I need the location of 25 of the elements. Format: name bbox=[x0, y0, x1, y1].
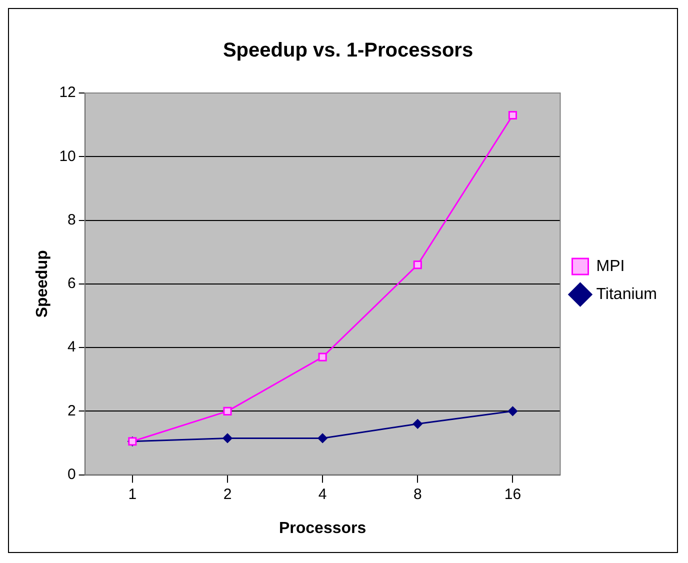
y-tick-label: 10 bbox=[59, 148, 76, 165]
y-tick-label: 12 bbox=[59, 84, 76, 102]
y-tick-label: 8 bbox=[68, 211, 76, 228]
point bbox=[413, 260, 422, 270]
y-tick-label: 6 bbox=[68, 275, 76, 292]
y-tick-label: 2 bbox=[68, 402, 76, 420]
point bbox=[508, 110, 517, 120]
x-tick-label: 8 bbox=[413, 486, 422, 503]
point bbox=[222, 433, 232, 443]
y-tick-label: 4 bbox=[68, 338, 76, 356]
point bbox=[318, 433, 328, 443]
x-tick-label: 4 bbox=[318, 486, 327, 503]
x-tick-label: 2 bbox=[223, 486, 232, 503]
chart-title: Speedup vs. 1-Processors bbox=[222, 40, 474, 62]
x-axis-title: Processors bbox=[278, 520, 366, 537]
legend-label: MPI bbox=[596, 258, 625, 275]
x-tick-label: 1 bbox=[128, 486, 137, 503]
x-tick-label: 16 bbox=[504, 486, 522, 503]
point bbox=[508, 406, 518, 416]
y-tick-label: 0 bbox=[68, 466, 76, 483]
y-axis-title: Speedup bbox=[34, 250, 52, 318]
point bbox=[223, 406, 232, 416]
point bbox=[318, 352, 327, 362]
legend-label: Titanium bbox=[596, 286, 658, 303]
point bbox=[412, 419, 422, 429]
